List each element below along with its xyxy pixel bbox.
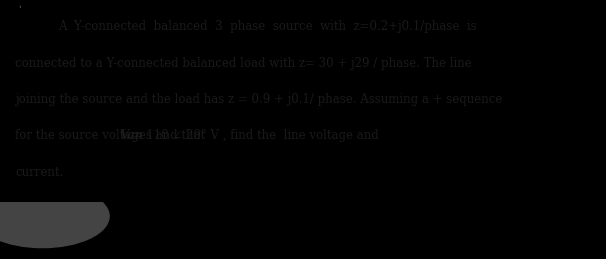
Text: current.: current.	[15, 166, 64, 179]
Text: for the source voltages and that: for the source voltages and that	[15, 129, 209, 142]
Text: joining the source and the load has z = 0.9 + j0.1/ phase. Assuming a + sequence: joining the source and the load has z = …	[15, 93, 502, 106]
Text: ʹ: ʹ	[18, 6, 21, 15]
Text: = 110 ∠ 20° V , find the  line voltage and: = 110 ∠ 20° V , find the line voltage an…	[129, 129, 379, 142]
Text: Van: Van	[119, 129, 143, 142]
Text: connected to a Y-connected balanced load with z= 30 + j29 / phase. The line: connected to a Y-connected balanced load…	[15, 56, 472, 70]
Text: A  Y-connected  balanced  3  phase  source  with  z=0.2+j0.1/phase  is: A Y-connected balanced 3 phase source wi…	[58, 20, 476, 33]
Circle shape	[0, 185, 109, 248]
